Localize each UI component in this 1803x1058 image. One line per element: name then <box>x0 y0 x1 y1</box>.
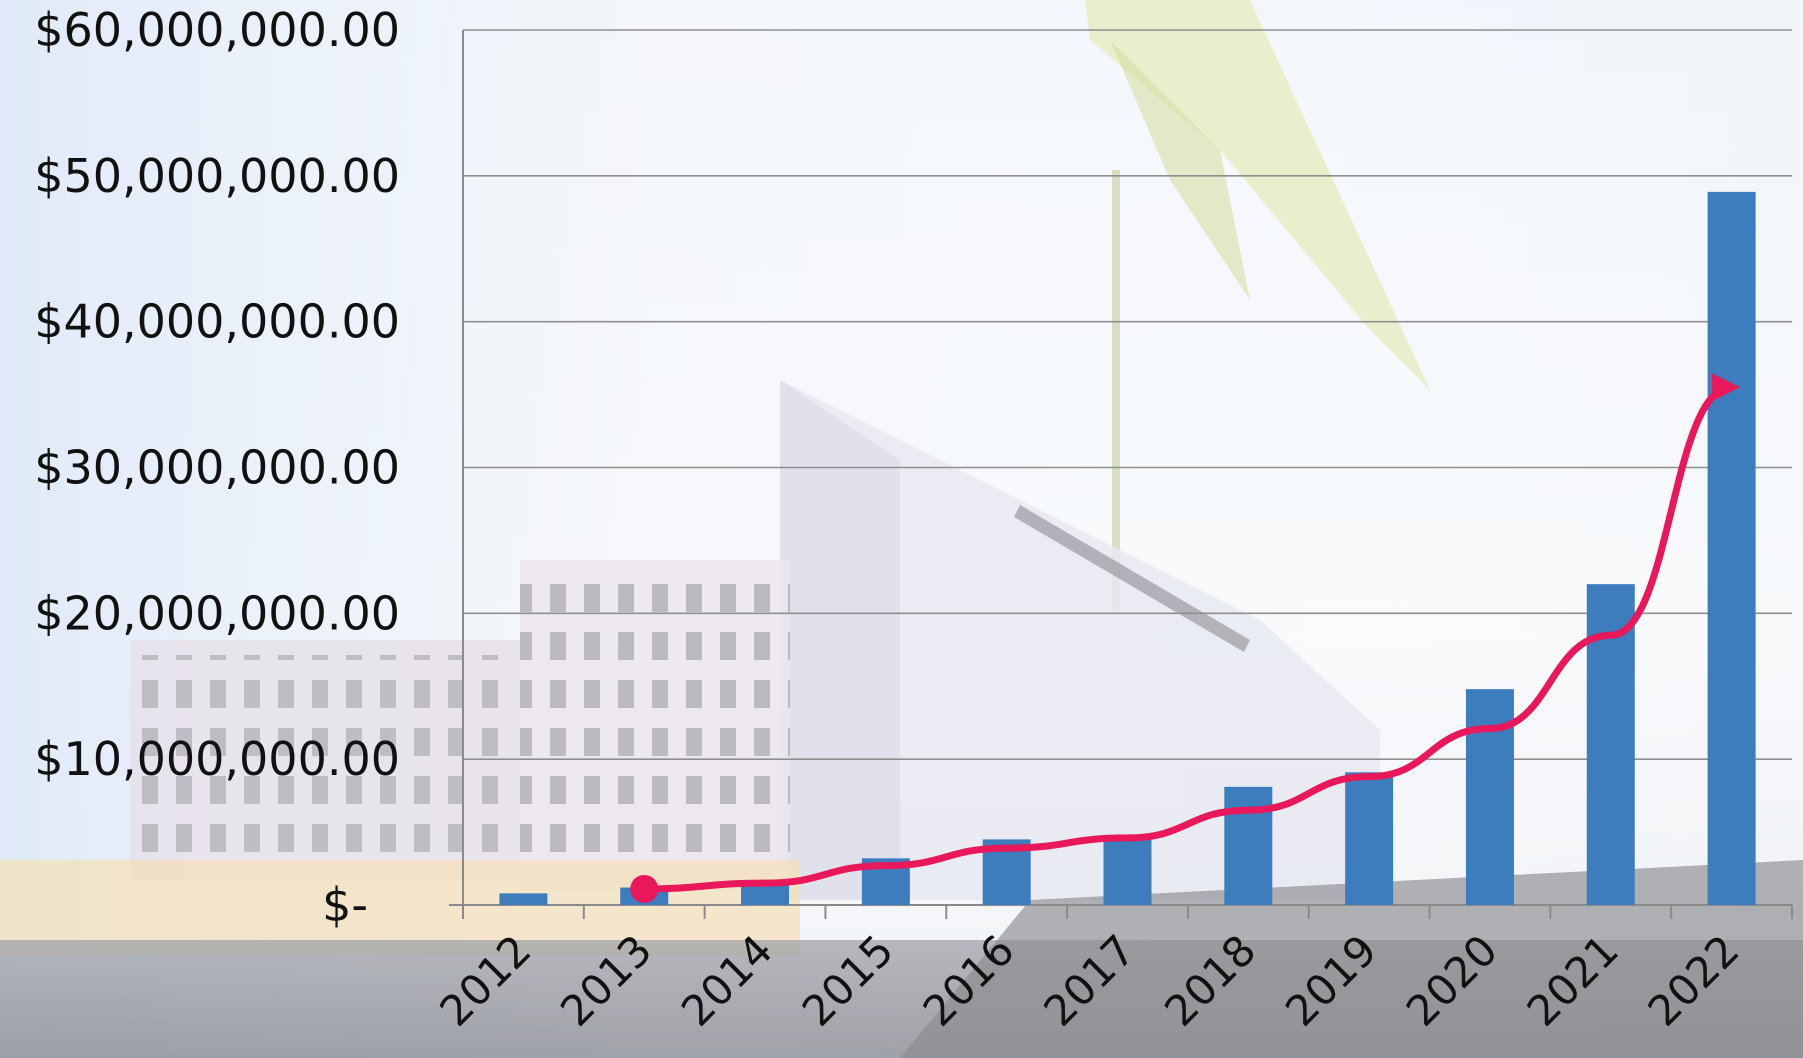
x-tick-label: 2018 <box>1155 925 1265 1035</box>
x-tick-label: 2019 <box>1276 925 1386 1035</box>
bar-2020 <box>1465 689 1514 905</box>
x-tick-label: 2016 <box>914 925 1024 1035</box>
x-tick-label: 2021 <box>1518 925 1628 1035</box>
x-tick-label: 2020 <box>1397 925 1507 1035</box>
bar-2012 <box>499 893 548 905</box>
bar-series <box>499 191 1756 905</box>
bar-2017 <box>1103 837 1152 905</box>
x-tick-label: 2015 <box>793 925 903 1035</box>
bar-2022 <box>1707 191 1756 905</box>
y-tick-label: $60,000,000.00 <box>34 3 400 57</box>
x-tick-label: 2022 <box>1638 925 1748 1035</box>
y-tick-label: $20,000,000.00 <box>34 586 400 640</box>
bar-2014 <box>741 881 790 905</box>
bar-2019 <box>1345 772 1394 905</box>
x-tick-label: 2013 <box>551 925 661 1035</box>
trend-arrow <box>630 373 1740 903</box>
bar-2018 <box>1224 786 1273 905</box>
x-tick-label: 2017 <box>1034 925 1144 1035</box>
x-tick-label: 2012 <box>430 925 540 1035</box>
gridlines <box>463 29 1792 760</box>
y-tick-label: $50,000,000.00 <box>34 149 400 203</box>
y-tick-label: $40,000,000.00 <box>34 295 400 349</box>
y-axis-tick-labels: $- $10,000,000.00 $20,000,000.00 $30,000,00… <box>34 3 400 932</box>
x-axis-tick-labels: 2012 2013 2014 2015 2016 2017 2018 2019 2020 2021… <box>430 925 1748 1035</box>
trend-start-dot <box>630 874 659 903</box>
y-tick-label: $- <box>322 878 368 932</box>
x-tick-label: 2014 <box>672 925 782 1035</box>
y-tick-label: $10,000,000.00 <box>34 732 400 786</box>
x-axis-tick-marks <box>462 905 1793 919</box>
y-tick-label: $30,000,000.00 <box>34 441 400 495</box>
trend-line <box>640 373 1740 893</box>
